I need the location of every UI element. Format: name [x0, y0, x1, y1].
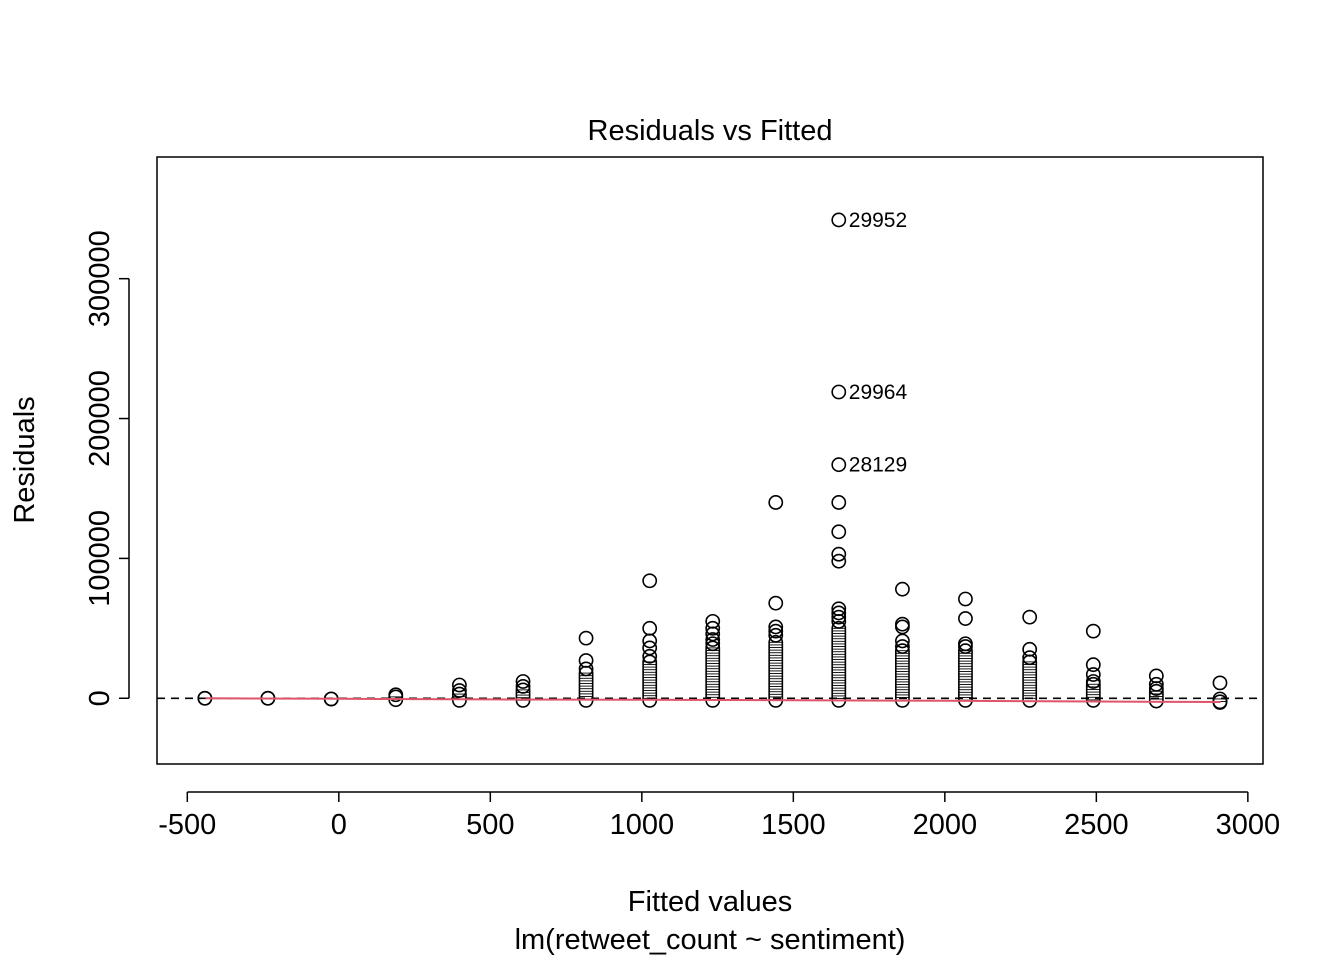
residual-point [642, 573, 658, 589]
residual-point [895, 616, 910, 632]
y-tick-label: 100000 [84, 510, 116, 607]
y-tick-label: 0 [84, 690, 116, 706]
residual-point [452, 677, 467, 693]
residual-group [388, 687, 404, 708]
residual-point [1022, 641, 1038, 657]
residual-point [831, 524, 847, 540]
residual-point [1022, 609, 1038, 625]
residual-point [831, 212, 847, 228]
residual-group [895, 581, 910, 708]
model-formula-subtitle: lm(retweet_count ~ sentiment) [515, 924, 906, 956]
residual-point [705, 626, 721, 642]
residual-point [1085, 667, 1101, 682]
chart-title: Residuals vs Fitted [588, 115, 833, 147]
x-tick-label: 500 [466, 809, 514, 841]
residual-group [578, 630, 594, 708]
residual-point [705, 620, 721, 636]
x-axis-label: Fitted values [628, 886, 792, 918]
x-tick-label: 3000 [1216, 809, 1281, 841]
data-layer: 29952 29964 28129 [157, 209, 1263, 710]
residual-group [1022, 609, 1038, 708]
outlier-label: 29964 [849, 381, 908, 404]
y-tick-label: 300000 [84, 230, 116, 327]
x-tick-label: 1500 [761, 809, 826, 841]
residual-point [768, 627, 784, 643]
residual-point [578, 653, 594, 668]
residual-point [831, 609, 847, 625]
residual-point [958, 611, 973, 626]
residual-point [705, 636, 721, 652]
residual-point [1085, 674, 1101, 689]
y-axis-label: Residuals [9, 396, 41, 523]
residual-group [452, 677, 467, 708]
residual-group [1085, 623, 1101, 708]
residual-point [895, 581, 910, 597]
residual-point [1148, 681, 1164, 696]
residual-group [1212, 675, 1228, 710]
y-tick-label: 200000 [84, 370, 116, 467]
residual-group [768, 495, 784, 708]
residual-point [515, 674, 531, 689]
residual-group [642, 573, 658, 708]
residual-point [1085, 623, 1101, 639]
residual-point [642, 620, 658, 636]
residual-group [1148, 668, 1164, 709]
residual-point [895, 639, 910, 654]
residual-point [578, 630, 594, 646]
axis-layer: -500 0 500 1000 1500 2000 2500 3000 0 100000 20000… [84, 230, 1280, 841]
residual-point [642, 633, 658, 649]
residual-point [831, 605, 847, 621]
residual-point [705, 632, 721, 647]
residual-point [388, 687, 404, 703]
residual-point [958, 591, 973, 607]
residual-point [515, 678, 531, 694]
smooth-trend-line [205, 697, 1221, 703]
residual-point [1212, 675, 1228, 691]
x-tick-label: 1000 [610, 809, 675, 841]
x-tick-label: 2500 [1064, 809, 1129, 841]
x-tick-label: 0 [331, 809, 347, 841]
residual-point [768, 619, 784, 635]
x-tick-label: 2000 [913, 809, 978, 841]
outlier-label: 28129 [849, 454, 907, 477]
residual-point [831, 553, 847, 569]
residual-band [895, 643, 910, 708]
residual-band [958, 643, 973, 708]
residual-point [578, 661, 594, 677]
residual-point [1085, 657, 1101, 673]
residual-point [895, 633, 910, 649]
residual-point [831, 457, 847, 473]
residual-point [768, 595, 784, 611]
residual-group [515, 674, 531, 708]
residual-point [831, 495, 847, 510]
residual-point [642, 648, 658, 664]
outlier-label: 29952 [849, 209, 907, 232]
residual-point [831, 384, 847, 400]
residual-point [958, 639, 973, 654]
residual-point [1148, 676, 1164, 692]
plot-frame [156, 156, 1264, 765]
residual-point [895, 619, 910, 635]
residual-group [831, 212, 847, 708]
residual-point [768, 495, 784, 510]
residual-point [642, 640, 658, 656]
residual-point [831, 546, 847, 562]
residual-point [452, 683, 467, 698]
residual-band [452, 686, 467, 708]
residual-point [831, 613, 847, 629]
x-tick-label: -500 [158, 809, 216, 841]
residual-point [1022, 650, 1038, 666]
residual-point [768, 623, 784, 639]
residual-group [958, 591, 973, 708]
residual-group [705, 613, 721, 708]
